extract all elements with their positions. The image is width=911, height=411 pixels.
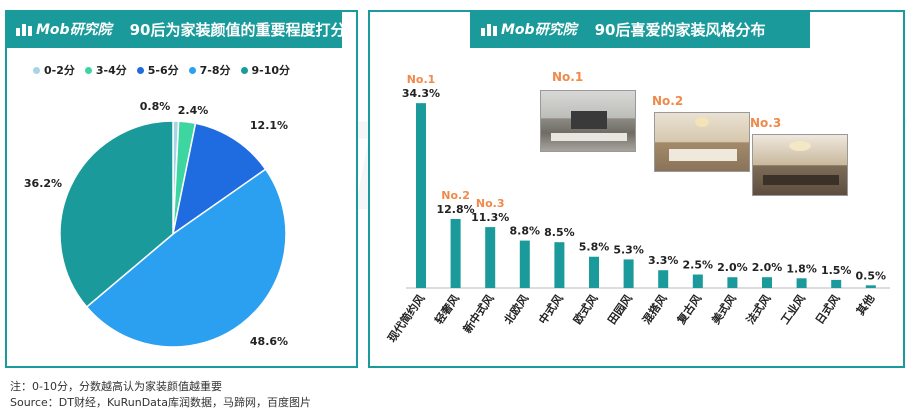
category-label: 新中式风 <box>460 292 497 336</box>
bar <box>450 219 461 288</box>
legend-swatch <box>33 66 40 74</box>
category-label: 现代简约风 <box>384 292 427 345</box>
bar-data-label: 12.8% <box>437 203 475 216</box>
legend-label: 0-2分 <box>44 64 75 77</box>
category-label: 日式风 <box>812 292 842 327</box>
footer-note: 注：0-10分，分数越高认为家装颜值越重要 <box>10 380 222 393</box>
rank-label: No.1 <box>407 73 436 86</box>
luxury-living-room-photo <box>654 112 750 172</box>
bar <box>796 278 807 288</box>
legend-item: 7-8分 <box>188 62 231 78</box>
category-label: 轻奢风 <box>432 292 462 327</box>
pie-slice <box>171 122 267 236</box>
style-title: 90后喜爱的家装风格分布 <box>594 20 766 39</box>
legend-label: 5-6分 <box>147 64 179 77</box>
pie-slice <box>59 120 174 308</box>
bar-data-label: 0.5% <box>856 269 887 282</box>
score-title: 90后为家装颜值的重要程度打分 <box>129 20 346 39</box>
bar <box>416 103 426 289</box>
rank-label: No.3 <box>476 197 505 210</box>
bar-data-label: 8.8% <box>510 225 541 238</box>
score-panel: Mob研究院 90后为家装颜值的重要程度打分 0-2分 3-4分 5-6分 7-8分 9… <box>5 10 358 368</box>
bar <box>831 279 842 288</box>
category-label: 工业风 <box>778 292 808 327</box>
legend-swatch <box>136 66 144 74</box>
pie-data-label: 12.1% <box>250 119 288 132</box>
bar <box>554 242 565 288</box>
bar <box>589 256 599 288</box>
legend-item: 9-10分 <box>240 62 291 78</box>
photo-label-1: No.1 <box>552 70 584 84</box>
logo-text: Mob研究院 <box>501 22 577 38</box>
legend-item: 3-4分 <box>84 62 127 78</box>
bar-data-label: 2.5% <box>683 259 714 272</box>
category-label: 法式风 <box>743 292 773 327</box>
pie-legend: 0-2分 3-4分 5-6分 7-8分 9-10分 <box>33 62 290 78</box>
bar-data-label: 11.3% <box>471 211 509 224</box>
legend-item: 0-2分 <box>33 62 75 78</box>
category-label: 复古风 <box>673 292 704 328</box>
bar-data-label: 5.3% <box>613 243 644 256</box>
bar <box>692 274 703 288</box>
logo: Mob研究院 <box>15 19 112 39</box>
category-label: 混搭风 <box>639 292 669 327</box>
footer-source: Source：DT财经，KuRunData库润数据，马蹄网，百度图片 <box>10 396 311 409</box>
pie-data-label: 0.8% <box>140 100 171 113</box>
pie-data-label: 48.6% <box>250 335 288 348</box>
bar <box>762 277 772 288</box>
legend-label: 3-4分 <box>95 64 127 77</box>
legend-label: 7-8分 <box>199 64 231 77</box>
pie-data-label: 2.4% <box>178 104 209 117</box>
chinese-style-living-room-photo <box>752 134 848 196</box>
style-header: Mob研究院 90后喜爱的家装风格分布 <box>470 10 810 48</box>
category-label: 田园风 <box>605 292 635 327</box>
pie-chart: 0.8% 2.4% 12.1% 48.6% 36.2% <box>24 100 288 348</box>
legend-swatch <box>240 66 248 74</box>
bar <box>727 277 738 288</box>
category-label: 中式风 <box>535 292 565 327</box>
bar <box>623 259 634 288</box>
logo: Mob研究院 <box>480 19 577 39</box>
bar <box>519 240 530 288</box>
rank-label: No.2 <box>441 189 470 202</box>
legend-item: 5-6分 <box>136 62 179 78</box>
mob-logo-icon <box>16 24 32 36</box>
photo-label-2: No.2 <box>652 94 684 108</box>
bar-data-label: 5.8% <box>579 241 610 254</box>
category-label: 北欧风 <box>501 292 531 327</box>
bar-data-label: 1.8% <box>786 262 817 275</box>
mob-logo-icon <box>481 24 497 36</box>
legend-swatch <box>84 66 92 74</box>
bar-data-label: 34.3% <box>402 87 440 100</box>
bar <box>658 270 669 288</box>
category-label: 美式风 <box>708 292 738 327</box>
bar-data-label: 1.5% <box>821 264 852 277</box>
pie-data-label: 36.2% <box>24 177 62 190</box>
bar <box>485 227 496 288</box>
photo-label-3: No.3 <box>750 116 782 130</box>
bar-data-label: 8.5% <box>544 226 575 239</box>
bar <box>865 285 876 288</box>
bar-data-label: 2.0% <box>717 261 748 274</box>
bar-data-label: 3.3% <box>648 254 679 267</box>
legend-label: 9-10分 <box>251 64 291 77</box>
bar-chart: 34.3%No.1现代简约风12.8%No.2轻奢风11.3%No.3新中式风8… <box>384 73 890 345</box>
legend-swatch <box>188 66 196 74</box>
bar-data-label: 2.0% <box>752 261 783 274</box>
category-label: 欧式风 <box>570 292 600 327</box>
living-room-photo <box>540 90 636 152</box>
category-label: 其他 <box>853 292 877 318</box>
score-header: Mob研究院 90后为家装颜值的重要程度打分 <box>5 10 345 48</box>
logo-text: Mob研究院 <box>36 22 112 38</box>
pie-slice <box>85 168 287 348</box>
style-panel: Mob研究院 90后喜爱的家装风格分布 34.3% No.1 现代简约风 12.8% N… <box>368 10 905 368</box>
